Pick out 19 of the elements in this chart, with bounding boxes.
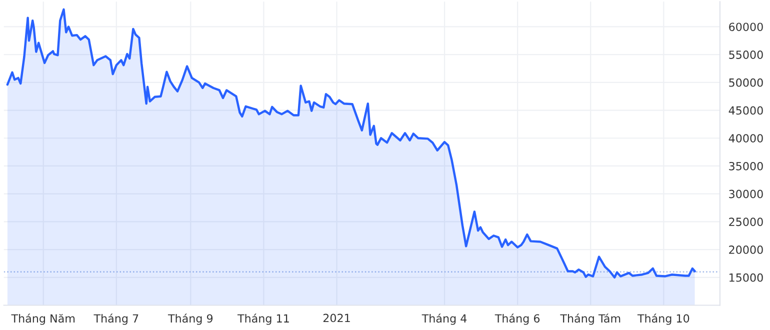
x-tick-label: Tháng 7 [94, 314, 138, 325]
y-tick-label: 30000 [729, 190, 763, 198]
x-tick-label: 2021 [323, 314, 350, 322]
x-tick-label: Tháng 6 [494, 314, 540, 325]
y-tick-label: 45000 [728, 106, 763, 115]
x-tick-label: Tháng 11 [237, 314, 289, 325]
x-tick-label: Tháng 9 [168, 314, 213, 325]
y-tick-label: 20000 [729, 246, 763, 254]
y-tick-label: 50000 [729, 78, 763, 87]
x-tick-label: Tháng Tám [560, 314, 620, 325]
x-tick-label: Tháng 10 [637, 314, 690, 325]
y-tick-label: 15000 [730, 273, 763, 282]
x-tick-label: Tháng 4 [422, 314, 467, 325]
y-tick-label: 35000 [729, 162, 763, 170]
y-tick-label: 55000 [729, 50, 763, 59]
y-tick-label: 25000 [729, 218, 763, 226]
x-tick-label: Tháng Năm [11, 314, 75, 325]
y-tick-label: 40000 [728, 134, 763, 143]
y-tick-label: 60000 [729, 22, 763, 32]
